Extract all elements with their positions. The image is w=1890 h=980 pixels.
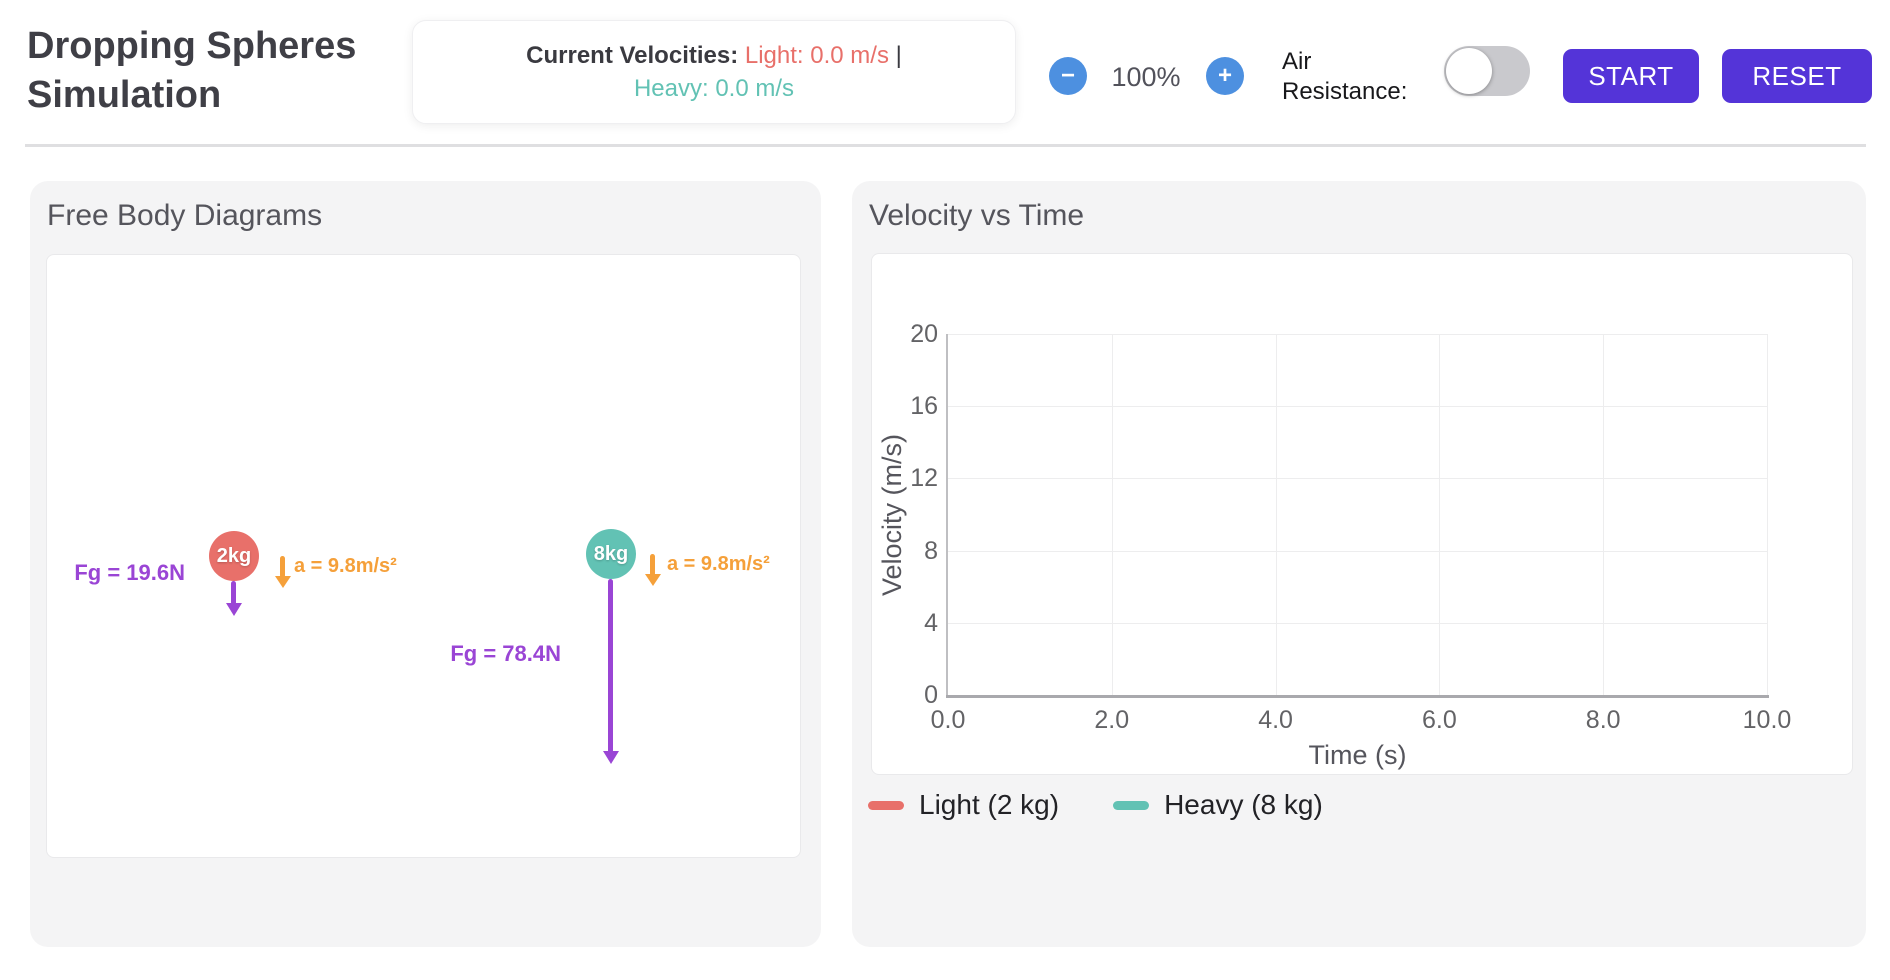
- legend-swatch: [1113, 800, 1150, 810]
- velocity-readout: Current Velocities: Light: 0.0 m/s | Hea…: [412, 20, 1016, 124]
- grid-line-horizontal: [948, 478, 1767, 480]
- grid-line-horizontal: [948, 550, 1767, 552]
- y-tick-label: 8: [924, 536, 938, 565]
- velocity-chart-panel: Velocity vs Time Velocity (m/s) Time (s)…: [852, 181, 1866, 947]
- arrow-down-icon: [603, 751, 619, 764]
- grid-line-horizontal: [948, 334, 1767, 335]
- air-resistance-toggle[interactable]: [1444, 46, 1530, 96]
- plus-icon: +: [1217, 62, 1232, 89]
- grid-line-vertical: [1439, 334, 1441, 695]
- x-tick-label: 8.0: [1585, 706, 1621, 734]
- x-tick-label: 0.0: [930, 706, 966, 734]
- x-axis-title: Time (s): [1308, 740, 1407, 770]
- light-acceleration-label: a = 9.8m/s²: [294, 555, 397, 577]
- arrow-shaft: [280, 556, 285, 578]
- reset-button[interactable]: RESET: [1722, 49, 1872, 103]
- light-velocity-value: Light: 0.0 m/s: [744, 42, 889, 69]
- x-tick-label: 4.0: [1258, 706, 1293, 734]
- heavy-gravity-label: Fg = 78.4N: [450, 641, 561, 666]
- x-tick-label: 6.0: [1422, 706, 1457, 734]
- arrow-shaft: [231, 581, 236, 605]
- grid-line-vertical: [1111, 334, 1113, 695]
- velocity-separator: |: [895, 42, 902, 69]
- toggle-knob: [1446, 48, 1492, 94]
- y-axis-line: [946, 334, 948, 696]
- chart-legend: Light (2 kg) Heavy (8 kg): [868, 789, 1377, 821]
- minus-icon: −: [1060, 62, 1075, 89]
- velocity-readout-line1: Current Velocities: Light: 0.0 m/s |: [526, 39, 902, 72]
- heavy-sphere: 8kg: [586, 529, 636, 579]
- air-resistance-label: Air Resistance:: [1282, 48, 1408, 105]
- grid-line-vertical: [1767, 334, 1768, 695]
- legend-swatch: [868, 800, 904, 810]
- free-body-canvas: 2kg Fg = 19.6N a = 9.8m/s² 8kg Fg = 78.4…: [46, 254, 801, 858]
- arrow-down-icon: [275, 576, 291, 588]
- velocity-time-chart: Velocity (m/s) Time (s) 0 4 8 12 16 20 0.0 2.0 4…: [871, 253, 1853, 775]
- velocity-chart-panel-title: Velocity vs Time: [869, 199, 1085, 232]
- arrow-shaft: [608, 579, 613, 753]
- light-gravity-label: Fg = 19.6N: [74, 560, 185, 585]
- heavy-sphere-mass-label: 8kg: [593, 542, 629, 565]
- free-body-panel-title: Free Body Diagrams: [47, 199, 323, 232]
- velocity-readout-label: Current Velocities:: [526, 42, 739, 69]
- grid-line-horizontal: [948, 406, 1767, 408]
- grid-line-vertical: [1275, 334, 1277, 695]
- y-tick-label: 16: [910, 392, 938, 421]
- arrow-shaft: [650, 554, 655, 576]
- arrow-down-icon: [226, 603, 242, 616]
- legend-item: Heavy (8 kg): [1113, 789, 1323, 821]
- velocity-readout-line2: Heavy: 0.0 m/s: [634, 72, 794, 105]
- zoom-out-button[interactable]: −: [1049, 57, 1087, 95]
- y-tick-label: 20: [910, 320, 938, 348]
- legend-label: Light (2 kg): [919, 789, 1060, 820]
- y-tick-label: 12: [910, 464, 938, 493]
- header-divider: [25, 144, 1866, 147]
- light-sphere-mass-label: 2kg: [216, 544, 252, 567]
- y-tick-label: 0: [924, 681, 938, 709]
- light-sphere: 2kg: [209, 531, 259, 581]
- heavy-velocity-value: Heavy: 0.0 m/s: [633, 75, 795, 102]
- grid-line-horizontal: [948, 622, 1767, 624]
- free-body-panel: Free Body Diagrams 2kg Fg = 19.6N a = 9.…: [30, 181, 821, 947]
- grid-line-vertical: [1603, 334, 1605, 695]
- zoom-in-button[interactable]: +: [1206, 57, 1244, 95]
- heavy-acceleration-label: a = 9.8m/s²: [667, 553, 770, 575]
- x-tick-label: 2.0: [1094, 706, 1130, 734]
- zoom-level: 100%: [1111, 62, 1181, 92]
- x-axis-line: [946, 695, 1769, 698]
- y-tick-label: 4: [924, 608, 938, 637]
- start-button[interactable]: START: [1563, 49, 1699, 103]
- x-tick-label: 10.0: [1742, 706, 1792, 734]
- legend-item: Light (2 kg): [868, 789, 1059, 821]
- legend-label: Heavy (8 kg): [1164, 789, 1323, 820]
- arrow-down-icon: [645, 574, 661, 586]
- page-title: Dropping Spheres Simulation: [27, 25, 357, 116]
